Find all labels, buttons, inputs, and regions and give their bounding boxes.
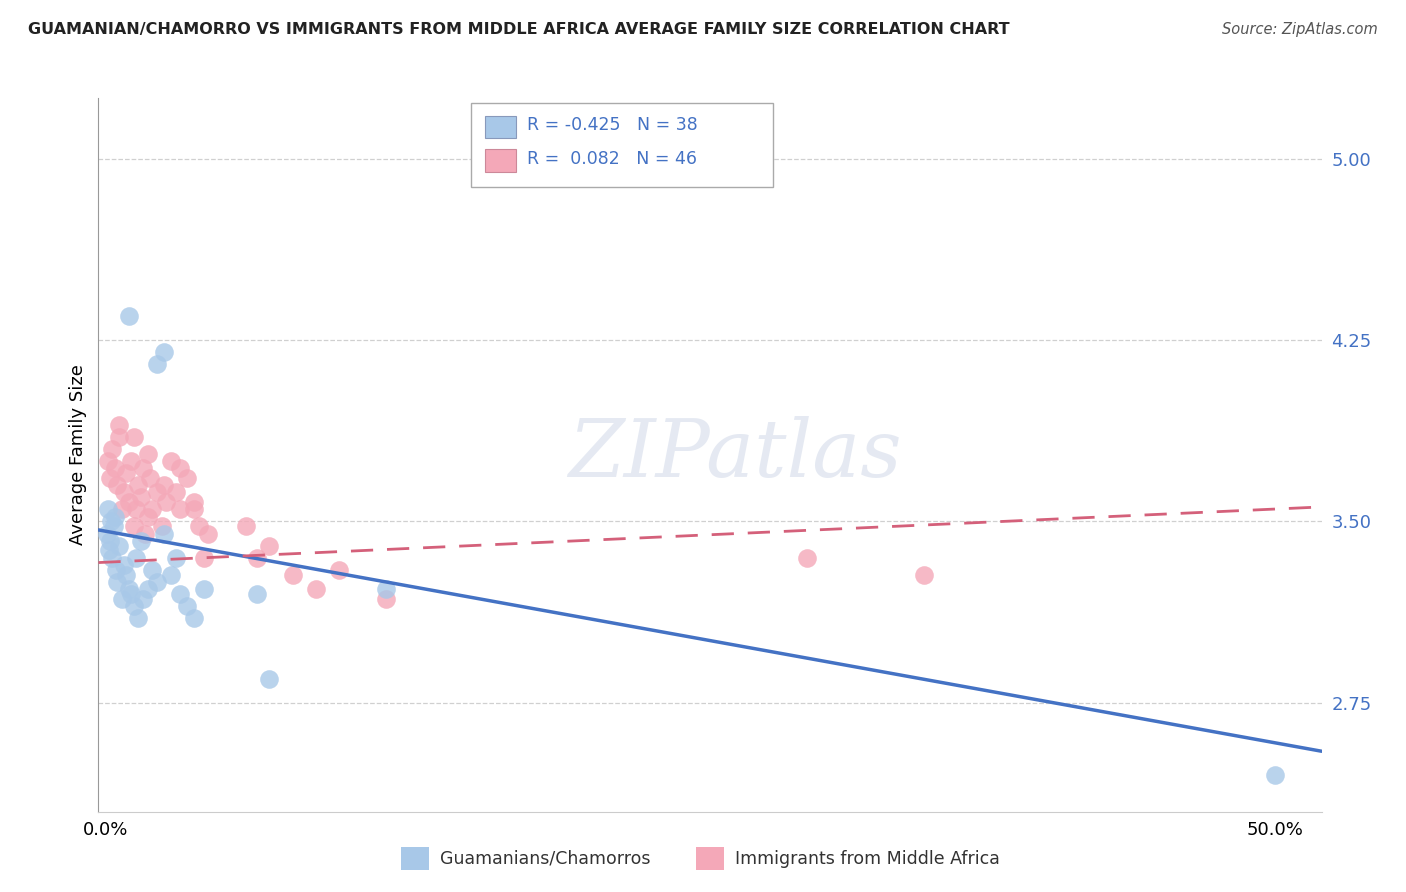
- Point: [103, 519, 125, 533]
- Point: [193, 550, 215, 565]
- Point: [141, 502, 163, 516]
- Text: R = -0.425   N = 38: R = -0.425 N = 38: [527, 116, 697, 134]
- Point: [153, 526, 176, 541]
- Point: [127, 611, 149, 625]
- Point: [134, 526, 156, 541]
- Point: [96, 526, 118, 541]
- Point: [108, 430, 131, 444]
- Point: [122, 519, 145, 533]
- Point: [193, 582, 215, 597]
- Point: [146, 574, 169, 589]
- Point: [108, 539, 131, 553]
- Point: [160, 567, 183, 582]
- Point: [100, 515, 122, 529]
- Point: [165, 550, 187, 565]
- Point: [98, 471, 121, 485]
- Point: [122, 599, 145, 613]
- Point: [118, 495, 141, 509]
- Point: [111, 502, 134, 516]
- Point: [183, 611, 205, 625]
- Point: [104, 509, 127, 524]
- Point: [176, 471, 198, 485]
- Text: GUAMANIAN/CHAMORRO VS IMMIGRANTS FROM MIDDLE AFRICA AVERAGE FAMILY SIZE CORRELAT: GUAMANIAN/CHAMORRO VS IMMIGRANTS FROM MI…: [28, 22, 1010, 37]
- Point: [912, 567, 935, 582]
- Point: [796, 550, 818, 565]
- Point: [183, 502, 205, 516]
- Text: Guamanians/Chamorros: Guamanians/Chamorros: [440, 849, 651, 868]
- Point: [129, 533, 152, 548]
- Point: [160, 454, 183, 468]
- Point: [112, 558, 135, 572]
- Point: [122, 430, 145, 444]
- Point: [105, 574, 128, 589]
- Point: [176, 599, 198, 613]
- Point: [246, 587, 269, 601]
- Point: [136, 509, 159, 524]
- Point: [104, 461, 127, 475]
- Point: [104, 563, 127, 577]
- Point: [97, 502, 120, 516]
- Text: Source: ZipAtlas.com: Source: ZipAtlas.com: [1222, 22, 1378, 37]
- Point: [132, 591, 155, 606]
- Point: [118, 582, 141, 597]
- Point: [150, 519, 173, 533]
- Point: [136, 582, 159, 597]
- Point: [153, 478, 176, 492]
- Point: [125, 502, 148, 516]
- Point: [132, 461, 155, 475]
- Point: [188, 519, 211, 533]
- Point: [1264, 768, 1286, 782]
- Point: [375, 582, 398, 597]
- Point: [246, 550, 269, 565]
- Point: [136, 447, 159, 461]
- Point: [141, 563, 163, 577]
- Point: [108, 417, 131, 432]
- Point: [118, 309, 141, 323]
- Point: [375, 591, 398, 606]
- Y-axis label: Average Family Size: Average Family Size: [69, 365, 87, 545]
- Point: [127, 478, 149, 492]
- Point: [146, 485, 169, 500]
- Point: [183, 495, 205, 509]
- Point: [257, 672, 280, 686]
- Point: [155, 495, 177, 509]
- Point: [139, 471, 162, 485]
- Point: [129, 490, 152, 504]
- Point: [97, 454, 120, 468]
- Point: [146, 357, 169, 371]
- Text: R =  0.082   N = 46: R = 0.082 N = 46: [527, 150, 697, 168]
- Point: [105, 478, 128, 492]
- Point: [120, 587, 142, 601]
- Point: [97, 543, 120, 558]
- Point: [101, 550, 124, 565]
- Text: Immigrants from Middle Africa: Immigrants from Middle Africa: [735, 849, 1000, 868]
- Point: [235, 519, 257, 533]
- Point: [281, 567, 304, 582]
- Point: [115, 466, 138, 480]
- Point: [328, 563, 350, 577]
- Point: [169, 502, 191, 516]
- Point: [305, 582, 328, 597]
- Point: [169, 587, 191, 601]
- Point: [197, 526, 219, 541]
- Point: [111, 591, 134, 606]
- Point: [112, 485, 135, 500]
- Point: [115, 567, 138, 582]
- Point: [153, 345, 176, 359]
- Point: [257, 539, 280, 553]
- Point: [125, 550, 148, 565]
- Point: [98, 533, 121, 548]
- Point: [120, 454, 142, 468]
- Point: [169, 461, 191, 475]
- Text: ZIPatlas: ZIPatlas: [568, 417, 901, 493]
- Point: [165, 485, 187, 500]
- Point: [101, 442, 124, 456]
